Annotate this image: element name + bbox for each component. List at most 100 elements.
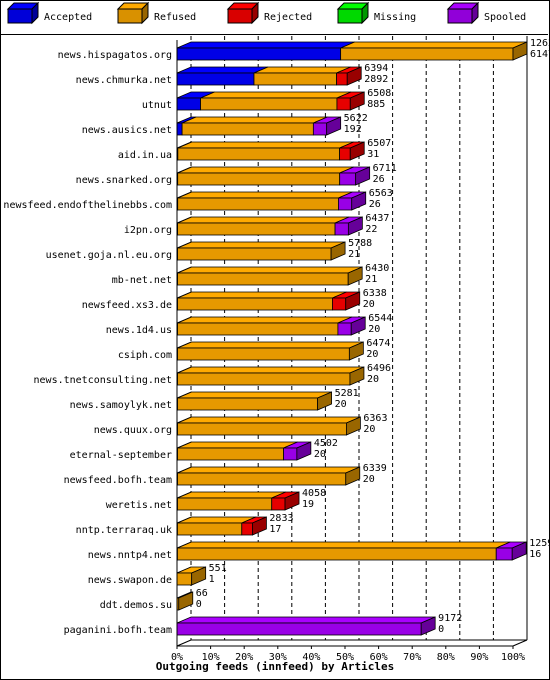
legend-swatch [117,8,143,24]
bar-segment-accepted [176,72,255,86]
bar-side [511,541,527,561]
offered-value-label: 6437 [365,213,389,224]
legend-swatch [337,8,363,24]
legend-item-spooled: Spooled [446,1,526,25]
offered-value-label: 4058 [302,488,326,499]
row-label: news.nntp4.net [88,550,172,561]
bar-side [296,441,312,461]
bar-segment-top-refused [177,441,298,449]
row-label: news.snarked.org [76,175,172,186]
bar-side [345,291,361,311]
bar-side [347,266,363,286]
accepted-value-label: 6147 [530,49,550,60]
accepted-value-label: 885 [367,99,385,110]
accepted-value-label: 26 [373,174,385,185]
offered-value-label: 551 [209,563,227,574]
legend-label: Spooled [484,12,526,23]
row-label: csiph.com [118,350,172,361]
bar-side [346,66,362,86]
bar-segment-refused [177,347,350,361]
offered-value-label: 6430 [365,263,389,274]
bar-segment-rejected [271,497,286,511]
x-tick-label: 70% [403,652,421,663]
bar-segment-top-accepted [176,41,355,49]
bar-segment-refused [177,247,332,261]
bar-segment-refused [177,222,336,236]
bar-segment-top-accepted [176,66,269,74]
accepted-value-label: 31 [367,149,379,160]
bar-segment-spooled [339,172,357,186]
bar-segment-spooled [334,222,349,236]
bar-segment-rejected [336,97,351,111]
legend: Accepted Refused Rejected Missing Spooled [6,1,526,25]
row-label: newsfeed.bofh.team [64,475,172,486]
accepted-value-label: 22 [365,224,377,235]
offered-value-label: 5281 [335,388,359,399]
bar-segment-top-refused [177,366,365,374]
legend-swatch [227,8,253,24]
legend-label: Refused [154,12,196,23]
legend-item-rejected: Rejected [226,1,312,25]
legend-item-accepted: Accepted [6,1,92,25]
bar-segment-refused [177,197,339,211]
bar-side [347,216,363,236]
bar-segment-rejected [332,297,347,311]
offered-value-label: 4502 [314,438,338,449]
offered-value-label: 9172 [438,613,462,624]
accepted-value-label: 21 [348,249,360,260]
bar-segment-top-refused [177,491,286,499]
offered-value-label: 5788 [348,238,372,249]
row-label: usenet.goja.nl.eu.org [46,250,172,261]
bar-segment-top-refused [181,116,328,124]
x-tick-label: 60% [370,652,388,663]
row-label: nntp.terraraq.uk [76,525,172,536]
row-label: utnut [142,100,172,111]
bar-segment-refused [177,422,347,436]
x-axis-title: Outgoing feeds (innfeed) by Articles [156,660,394,673]
bar-side [317,391,332,411]
x-tick-label: 100% [501,652,525,663]
offered-value-label: 6507 [367,138,391,149]
x-tick-label: 40% [302,652,320,663]
accepted-value-label: 21 [365,274,377,285]
x-tick-label: 80% [437,652,455,663]
accepted-value-label: 0 [438,624,444,635]
bar-side [349,91,365,111]
offered-value-label: 12621 [530,38,550,49]
row-label: aid.in.ua [118,150,172,161]
offered-value-label: 6474 [366,338,390,349]
bar-segment-accepted [176,47,342,61]
accepted-value-label: 20 [363,299,375,310]
legend-label: Missing [374,12,416,23]
bar-segment-refused [177,297,333,311]
row-label: news.chmurka.net [76,75,172,86]
bar-side [350,316,366,336]
bar-row: ddt.demos.su 660 [100,588,208,611]
offered-value-label: 6394 [364,63,388,74]
bar-segment-refused [177,147,340,161]
x-tick-label: 10% [202,652,220,663]
bar-side [345,466,361,486]
bar-side [252,516,267,536]
bar-row: news.hispagatos.org 126216147 [58,38,550,61]
x-tick-label: 0% [171,652,183,663]
offered-value-label: 6496 [367,363,391,374]
bar-side [284,491,300,511]
accepted-value-label: 20 [368,324,380,335]
offered-value-label: 6338 [363,288,387,299]
bar-segment-top-refused [177,191,353,199]
legend-item-refused: Refused [116,1,196,25]
bar-segment-top-refused [253,66,351,74]
row-label: news.hispagatos.org [58,50,172,61]
